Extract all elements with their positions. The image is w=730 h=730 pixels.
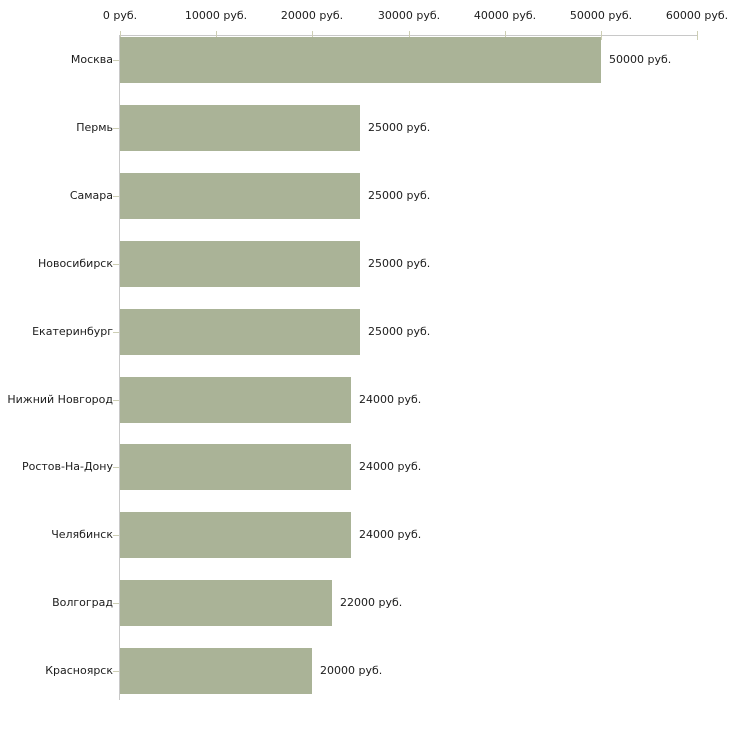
category-tick [113, 671, 119, 672]
value-label: 22000 руб. [340, 596, 403, 609]
bar [120, 173, 360, 219]
x-axis-tick-label: 30000 руб. [377, 9, 441, 22]
y-axis-line [119, 35, 120, 700]
x-axis-tick-label: 0 руб. [102, 9, 138, 22]
x-axis-tick [120, 31, 121, 40]
category-label: Москва [70, 53, 113, 66]
x-axis-tick-label: 50000 руб. [569, 9, 633, 22]
value-label: 25000 руб. [368, 257, 431, 270]
x-axis-tick [505, 31, 506, 40]
x-axis-tick-label: 40000 руб. [473, 9, 537, 22]
bar [120, 512, 351, 558]
value-label: 25000 руб. [368, 121, 431, 134]
category-label: Пермь [76, 121, 113, 134]
category-label: Красноярск [45, 664, 113, 677]
x-axis-tick [601, 31, 602, 40]
value-label: 50000 руб. [609, 53, 672, 66]
x-axis-tick [216, 31, 217, 40]
value-label: 24000 руб. [359, 460, 422, 473]
category-tick [113, 603, 119, 604]
bar [120, 105, 360, 151]
category-tick [113, 196, 119, 197]
category-tick [113, 264, 119, 265]
category-label: Самара [69, 189, 113, 202]
category-label: Екатеринбург [32, 325, 113, 338]
value-label: 24000 руб. [359, 528, 422, 541]
category-tick [113, 467, 119, 468]
bar [120, 648, 312, 694]
category-label: Новосибирск [37, 257, 113, 270]
x-axis-tick [312, 31, 313, 40]
value-label: 25000 руб. [368, 189, 431, 202]
value-label: 25000 руб. [368, 325, 431, 338]
category-label: Нижний Новгород [7, 393, 113, 406]
category-label: Волгоград [52, 596, 113, 609]
category-tick [113, 332, 119, 333]
value-label: 20000 руб. [320, 664, 383, 677]
bar [120, 309, 360, 355]
category-label: Челябинск [51, 528, 113, 541]
bar [120, 241, 360, 287]
category-tick [113, 400, 119, 401]
x-axis-tick [409, 31, 410, 40]
category-label: Ростов-На-Дону [21, 460, 113, 473]
x-axis-tick-label: 20000 руб. [280, 9, 344, 22]
value-label: 24000 руб. [359, 393, 422, 406]
category-tick [113, 128, 119, 129]
category-tick [113, 535, 119, 536]
x-axis-tick [697, 31, 698, 40]
bar [120, 377, 351, 423]
category-tick [113, 60, 119, 61]
bar [120, 37, 601, 83]
x-axis-tick-label: 60000 руб. [665, 9, 729, 22]
bar [120, 444, 351, 490]
x-axis-tick-label: 10000 руб. [184, 9, 248, 22]
bar [120, 580, 332, 626]
